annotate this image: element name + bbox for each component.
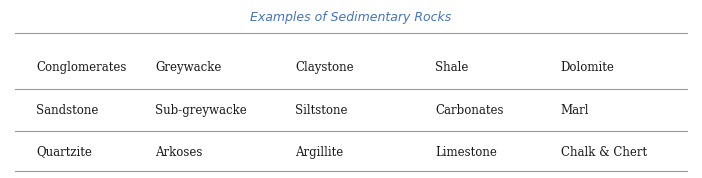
Text: Carbonates: Carbonates <box>435 104 503 117</box>
Text: Dolomite: Dolomite <box>561 61 615 74</box>
Text: Shale: Shale <box>435 61 468 74</box>
Text: Argillite: Argillite <box>295 146 343 159</box>
Text: Claystone: Claystone <box>295 61 354 74</box>
Text: Marl: Marl <box>561 104 589 117</box>
Text: Arkoses: Arkoses <box>155 146 203 159</box>
Text: Quartzite: Quartzite <box>37 146 92 159</box>
Text: Conglomerates: Conglomerates <box>37 61 127 74</box>
Text: Greywacke: Greywacke <box>155 61 222 74</box>
Text: Limestone: Limestone <box>435 146 497 159</box>
Text: Siltstone: Siltstone <box>295 104 347 117</box>
Text: Sub-greywacke: Sub-greywacke <box>155 104 247 117</box>
Text: Sandstone: Sandstone <box>37 104 99 117</box>
Text: Examples of Sedimentary Rocks: Examples of Sedimentary Rocks <box>251 11 451 24</box>
Text: Chalk & Chert: Chalk & Chert <box>561 146 647 159</box>
